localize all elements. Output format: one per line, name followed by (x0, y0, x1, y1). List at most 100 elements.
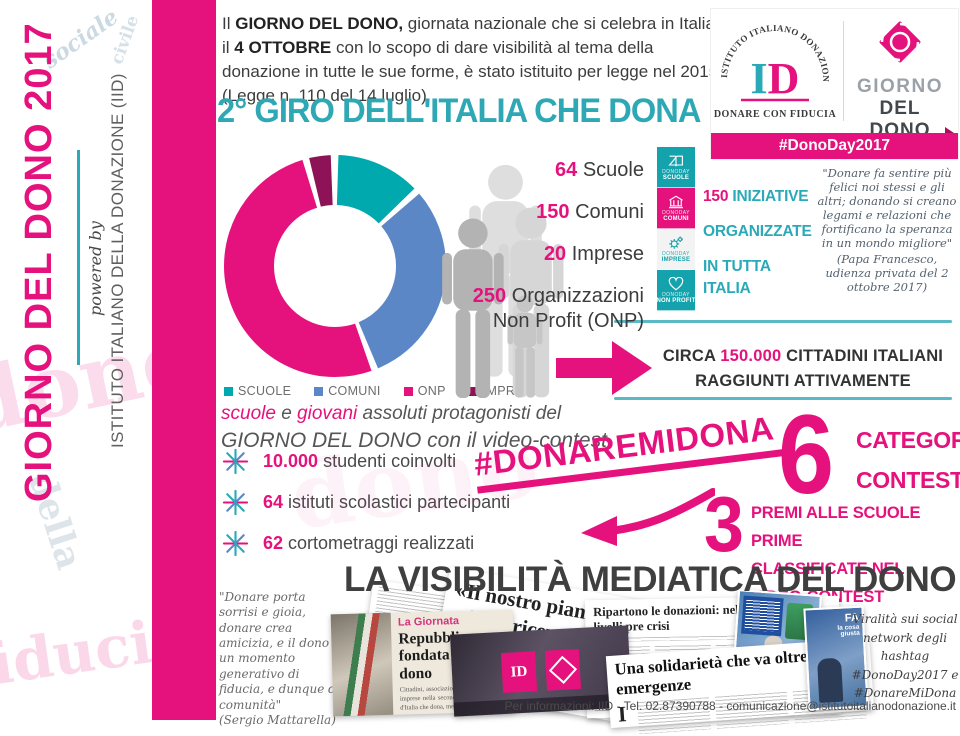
iid-monogram: ID (751, 54, 800, 103)
section-title-giro: 2° GIRO DELL'ITALIA CHE DONA (217, 92, 701, 130)
badge-donoday-scuole: DONODAY SCUOLE (657, 147, 695, 188)
brand-logo-box: ISTITUTO ITALIANO DONAZIONE ID DONARE CO… (710, 8, 959, 160)
legend-label: COMUNI (328, 384, 381, 398)
logo-divider (843, 21, 844, 121)
contest-stats-list: 10.000 studenti coinvolti 64 istituti sco… (222, 448, 510, 571)
heart-icon (668, 276, 684, 290)
book-icon (668, 155, 683, 166)
asterisk-icon (222, 448, 249, 475)
clipping-photo (330, 612, 394, 717)
hashtag-ribbon: #DonoDay2017 (711, 127, 958, 159)
video-contest-intro: scuole e giovani assoluti protagonisti d… (221, 402, 607, 454)
badge-category: SCUOLE (662, 174, 690, 181)
legend-swatch (224, 386, 233, 396)
reach-stat: CIRCA 150.000 CITTADINI ITALIANI RAGGIUN… (652, 344, 954, 394)
prizes-number: 3 (704, 480, 744, 568)
count-label: Scuole (577, 159, 644, 181)
stat-label: studenti coinvolti (318, 451, 457, 471)
tv-caption-box (741, 595, 784, 637)
stat-value: 64 (263, 492, 284, 512)
diamond-icon (879, 21, 921, 63)
initiatives-line: 150 INIZIATIVE (703, 188, 809, 205)
badge-donoday-nonprofit: DONODAY NON PROFIT (657, 270, 695, 311)
count-row: 64 Scuole (452, 158, 644, 183)
contest-stat-row: 10.000 studenti coinvolti (222, 448, 510, 475)
brand-word-giorno: GIORNO (856, 76, 944, 97)
giorno-del-dono-logo: GIORNO DEL DONO (847, 15, 953, 142)
reach-line2: RAGGIUNTI ATTIVAMENTE (695, 371, 911, 390)
legend-item: ONP (403, 384, 446, 398)
protagonists-line1: scuole e giovani assoluti protagonisti d… (221, 403, 562, 424)
event-logo-tile (544, 648, 581, 691)
quote-attribution: (Papa Francesco, udienza privata del 2 o… (825, 252, 949, 295)
badge-category: IMPRESE (661, 256, 691, 263)
count-row: 20 Imprese (452, 242, 644, 267)
intro-bold: GIORNO DEL DONO, (235, 14, 404, 33)
bank-icon (669, 195, 683, 208)
prizes-line: PREMI ALLE SCUOLE PRIME (751, 504, 921, 550)
intro-text: giornata nazionale che si celebra in Ita… (222, 14, 715, 58)
iid-logo: ISTITUTO ITALIANO DONAZIONE ID DONARE CO… (713, 17, 837, 120)
badge-small-label: DONODAY (662, 250, 690, 257)
vertical-divider (77, 150, 80, 365)
count-row: 150 Comuni (452, 200, 644, 225)
count-value: 250 (472, 285, 507, 307)
initiatives-line: IN TUTTA ITALIA (703, 258, 771, 297)
count-label: Comuni (569, 201, 644, 223)
initiatives-line: ORGANIZZATE (703, 223, 812, 240)
organization-name-vertical: ISTITUTO ITALIANO DELLA DONAZIONE (IID) (108, 73, 127, 448)
stat-value: 10.000 (263, 451, 319, 471)
legend-swatch (403, 386, 413, 396)
categories-number: 6 (778, 392, 835, 517)
count-row: 250 Organizzazioni Non Profit (ONP) (452, 284, 644, 334)
event-title-vertical: GIORNO DEL DONO 2017 (18, 22, 60, 502)
intro-paragraph: Il GIORNO DEL DONO, giornata nazionale c… (222, 12, 727, 109)
logo-tagline: DONARE CON FIDUCIA (714, 109, 837, 120)
pope-quote: "Donare fa sentire più felici noi stessi… (816, 166, 958, 294)
count-value: 150 (536, 201, 570, 223)
pink-accent-bar (152, 0, 216, 720)
badge-small-label: DONODAY (662, 291, 690, 298)
legend-label: ONP (417, 384, 446, 398)
legend-swatch (314, 386, 324, 396)
curved-arrow-left-icon (581, 488, 715, 546)
participant-counts: 64 Scuole 150 Comuni 20 Imprese 250 Organiz… (452, 158, 644, 351)
intro-bold: 4 OTTOBRE (234, 38, 332, 58)
count-value: 20 (543, 243, 567, 265)
badge-donoday-comuni: DONODAY COMUNI (657, 188, 695, 229)
quote-text: "Donare porta sorrisi e gioia, donare cr… (219, 590, 341, 712)
diamond-icon (548, 655, 578, 684)
donut-segment-comuni (224, 155, 446, 377)
asterisk-icon (222, 489, 249, 516)
donoday-badges: DONODAY SCUOLE DONODAY COMUNI DONODAY IM… (657, 147, 695, 311)
left-sidebar: sociale civile dono fiducia della GIORNO… (0, 0, 152, 720)
legend-item: COMUNI (314, 384, 381, 398)
contest-stat-row: 62 cortometraggi realizzati (222, 530, 510, 557)
count-value: 64 (555, 159, 578, 181)
intro-text: Il (222, 14, 236, 33)
stat-label: cortometraggi realizzati (283, 533, 475, 553)
clipping-kicker: La Giornata (397, 615, 460, 629)
legend-swatch (468, 386, 478, 396)
protagonists-line2: GIORNO DEL DONO con il video-contest (221, 428, 607, 452)
legend-item: SCUOLE (224, 384, 291, 398)
media-section-title: LA VISIBILITÀ MEDIATICA DEL DONO (344, 560, 957, 599)
watermark-word: fiducia (0, 603, 152, 701)
categories-line: CATEGORIE (856, 427, 960, 453)
badge-small-label: DONODAY (662, 168, 690, 175)
event-logo-tile: ID (501, 651, 538, 694)
categories-label: CATEGORIE CONTEST (856, 420, 960, 500)
badge-category: COMUNI (663, 215, 689, 222)
divider-line (614, 397, 952, 400)
arrow-right-icon (556, 341, 652, 395)
categories-line: CONTEST (856, 467, 960, 493)
powered-by-label: powered by (86, 221, 105, 316)
gears-icon (669, 236, 683, 249)
mattarella-quote: "Donare porta sorrisi e gioia, donare cr… (219, 590, 343, 728)
divider-line (614, 320, 952, 323)
quote-attribution: (Sergio Mattarella) (219, 712, 336, 727)
intro-text: con lo scopo di dare visibilità al tema … (222, 38, 719, 106)
badge-donoday-imprese: DONODAY IMPRESE (657, 229, 695, 270)
asterisk-icon (222, 530, 249, 557)
social-virality-note: Viralità sui social network degli hashta… (851, 612, 959, 701)
